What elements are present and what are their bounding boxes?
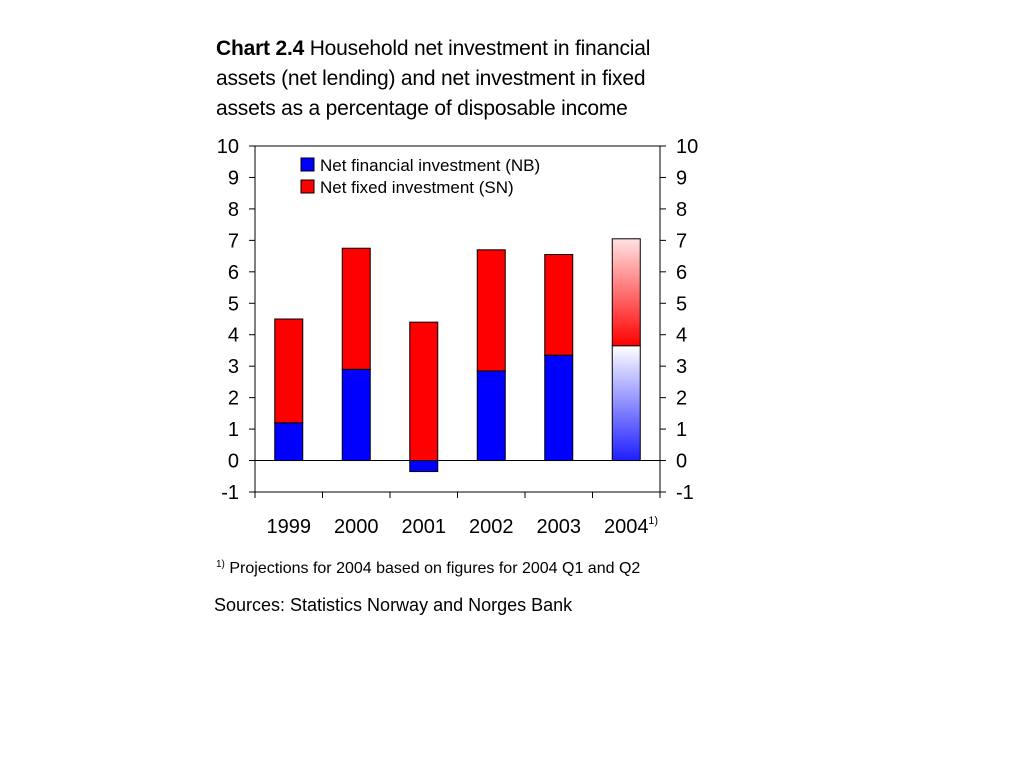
footnote-marker: 1) (216, 559, 225, 570)
plot-border (254, 145, 661, 493)
y-tick-label-left: 1 (228, 419, 239, 441)
axes: -1 -1 0 0 1 1 2 2 3 3 4 4 5 5 6 6 7 7 8 8 9 9 10 10 1999 2000 2001… (217, 136, 699, 538)
y-tick-label-left: 4 (228, 325, 239, 347)
x-tick-label-footnote-marker: 1) (648, 515, 658, 527)
sources: Sources: Statistics Norway and Norges Ba… (214, 595, 573, 615)
y-tick-label-right: 10 (676, 136, 698, 158)
legend: Net financial investment (NB) Net fixed i… (300, 156, 540, 197)
bar-net-financial-investment (544, 354, 574, 462)
x-tick-label: 2000 (334, 516, 379, 538)
y-tick-label-left: 6 (228, 262, 239, 284)
y-tick-label-left: -1 (221, 482, 239, 504)
bar-net-financial-investment (409, 460, 439, 473)
bar-net-financial-investment (476, 370, 506, 462)
y-tick-label-left: 7 (228, 230, 239, 252)
legend-label: Net financial investment (NB) (320, 156, 540, 175)
y-tick-label-left: 9 (228, 167, 239, 189)
y-tick-label-right: 8 (676, 199, 687, 221)
x-tick-label: 2003 (537, 516, 582, 538)
bar-net-fixed-investment (476, 249, 506, 372)
legend-swatch (300, 157, 315, 172)
bar-net-financial-investment (341, 368, 371, 462)
chart-title: Chart 2.4 Household net investment in fi… (216, 34, 686, 124)
bar-net-financial-investment (611, 345, 641, 462)
x-tick-label: 2001 (402, 516, 447, 538)
chart-title-label: Chart 2.4 (216, 37, 305, 60)
y-tick-label-right: 1 (676, 419, 687, 441)
bar-net-fixed-investment (341, 247, 371, 370)
bar-net-fixed-investment (544, 254, 574, 356)
y-tick-label-right: 7 (676, 230, 687, 252)
y-tick-label-right: 5 (676, 293, 687, 315)
x-tick-label: 2004 (604, 516, 649, 538)
y-tick-label-left: 3 (228, 356, 239, 378)
y-tick-label-left: 8 (228, 199, 239, 221)
plot-frame (254, 145, 661, 493)
bar-net-fixed-investment (409, 321, 439, 462)
bars (274, 238, 641, 473)
bar-net-fixed-investment (611, 238, 641, 347)
y-tick-label-right: 4 (676, 325, 687, 347)
x-tick-label: 1999 (267, 516, 312, 538)
y-tick-label-right: 9 (676, 167, 687, 189)
bar-net-fixed-investment (274, 318, 304, 424)
y-tick-label-left: 5 (228, 293, 239, 315)
y-tick-label-left: 2 (228, 388, 239, 410)
chart-title-text: Household net investment in financial as… (216, 37, 651, 120)
y-tick-label-right: 3 (676, 356, 687, 378)
bar-net-financial-investment (274, 422, 304, 462)
y-tick-label-left: 10 (217, 136, 239, 158)
x-tick-label: 2002 (469, 516, 514, 538)
footnote-text: Projections for 2004 based on figures fo… (229, 560, 641, 577)
y-tick-label-left: 0 (228, 451, 239, 473)
y-tick-label-right: 2 (676, 388, 687, 410)
legend-label: Net fixed investment (SN) (320, 178, 514, 197)
y-tick-label-right: -1 (676, 482, 694, 504)
footnote: 1) Projections for 2004 based on figures… (216, 559, 640, 578)
legend-swatch (300, 179, 315, 194)
y-tick-label-right: 6 (676, 262, 687, 284)
y-tick-label-right: 0 (676, 451, 687, 473)
